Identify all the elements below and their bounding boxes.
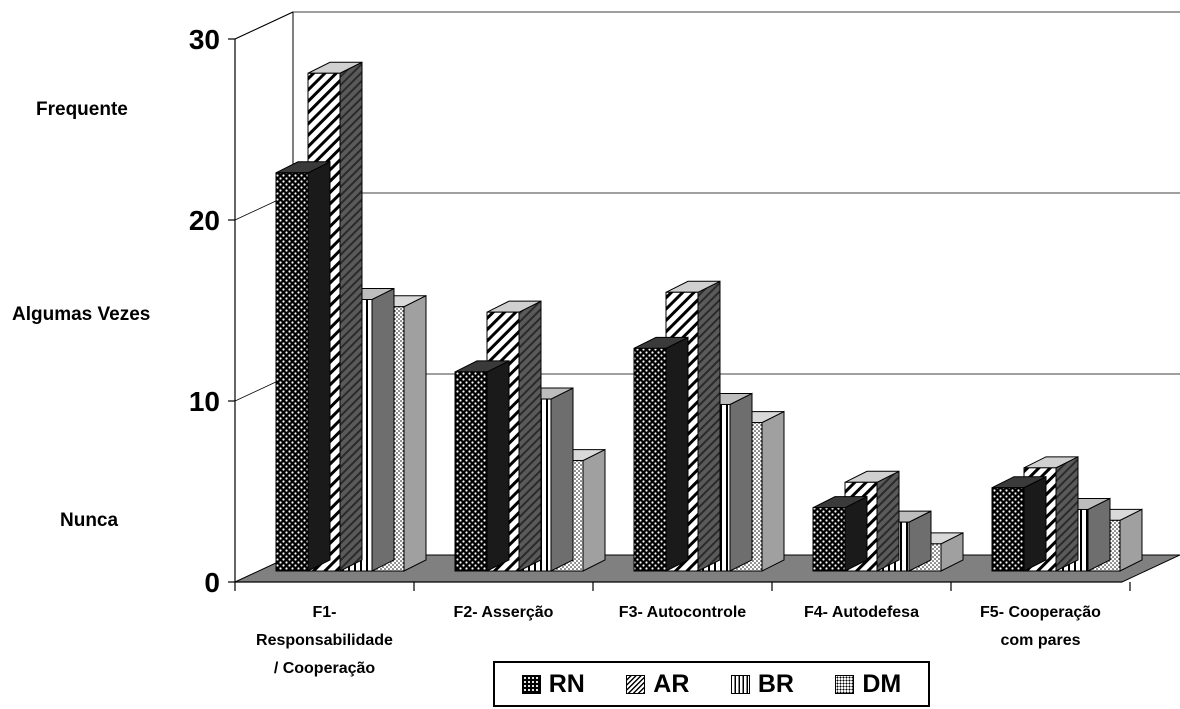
- x-category-label-5: F5- Cooperação com pares: [980, 604, 1101, 649]
- bar-rn-2: [454, 371, 488, 572]
- legend-label-rn: RN: [548, 669, 585, 698]
- bar-rn-4: [812, 507, 846, 572]
- side-label-nunca: Nunca: [60, 510, 119, 531]
- y-tick-label-3: 30: [189, 24, 220, 55]
- bar-br-3-side: [729, 392, 753, 572]
- bar-rn-3-side: [665, 336, 689, 572]
- bar-rn-1: [275, 172, 309, 572]
- legend-label-br: BR: [757, 669, 794, 698]
- legend-item-ar: AR: [626, 670, 689, 699]
- bar-dm-1-side: [403, 294, 427, 572]
- bar-br-5-side: [1087, 497, 1111, 572]
- bar-ar-4-side: [876, 470, 900, 572]
- bar-ar-5-side: [1055, 456, 1079, 572]
- x-category-label-1: F1-Responsabilidade / Cooperação: [256, 604, 393, 677]
- legend-item-rn: RN: [521, 669, 585, 699]
- bar-rn-5: [991, 487, 1025, 572]
- bar-br-1-side: [371, 287, 395, 572]
- legend-item-br: BR: [730, 669, 794, 699]
- bar-ar-1-side: [339, 61, 363, 572]
- legend-swatch-dm: [835, 674, 855, 694]
- grid-side-line-3: [234, 11, 294, 40]
- y-tick-label-0: 0: [204, 567, 220, 598]
- bar-rn-4-side: [844, 495, 868, 572]
- bar-dm-2-side: [582, 448, 606, 572]
- chart-legend: RN AR BR DM: [493, 661, 930, 707]
- bar-rn-2-side: [486, 360, 510, 572]
- legend-swatch-ar: [626, 674, 646, 694]
- side-label-algumas-vezes: Algumas Vezes: [12, 304, 151, 325]
- x-category-label-3: F3- Autocontrole: [619, 604, 747, 621]
- bar-rn-1-side: [307, 160, 331, 572]
- x-category-label-2: F2- Asserção: [454, 604, 554, 621]
- legend-item-dm: DM: [835, 670, 901, 699]
- bar-rn-5-side: [1023, 475, 1047, 572]
- bar-rn-3: [633, 347, 667, 572]
- y-tick-label-1: 10: [189, 386, 220, 417]
- bar-ar-3-side: [697, 280, 721, 572]
- legend-label-ar: AR: [653, 669, 690, 698]
- y-tick-label-2: 20: [189, 205, 220, 236]
- bar-dm-3-side: [761, 410, 785, 572]
- legend-label-dm: DM: [862, 669, 902, 698]
- legend-swatch-br: [730, 674, 750, 694]
- x-category-label-4: F4- Autodefesa: [804, 604, 919, 621]
- side-label-frequente: Frequente: [36, 99, 128, 120]
- legend-swatch-rn: [521, 674, 541, 694]
- bar-ar-2-side: [518, 300, 542, 572]
- bar-br-2-side: [550, 387, 574, 572]
